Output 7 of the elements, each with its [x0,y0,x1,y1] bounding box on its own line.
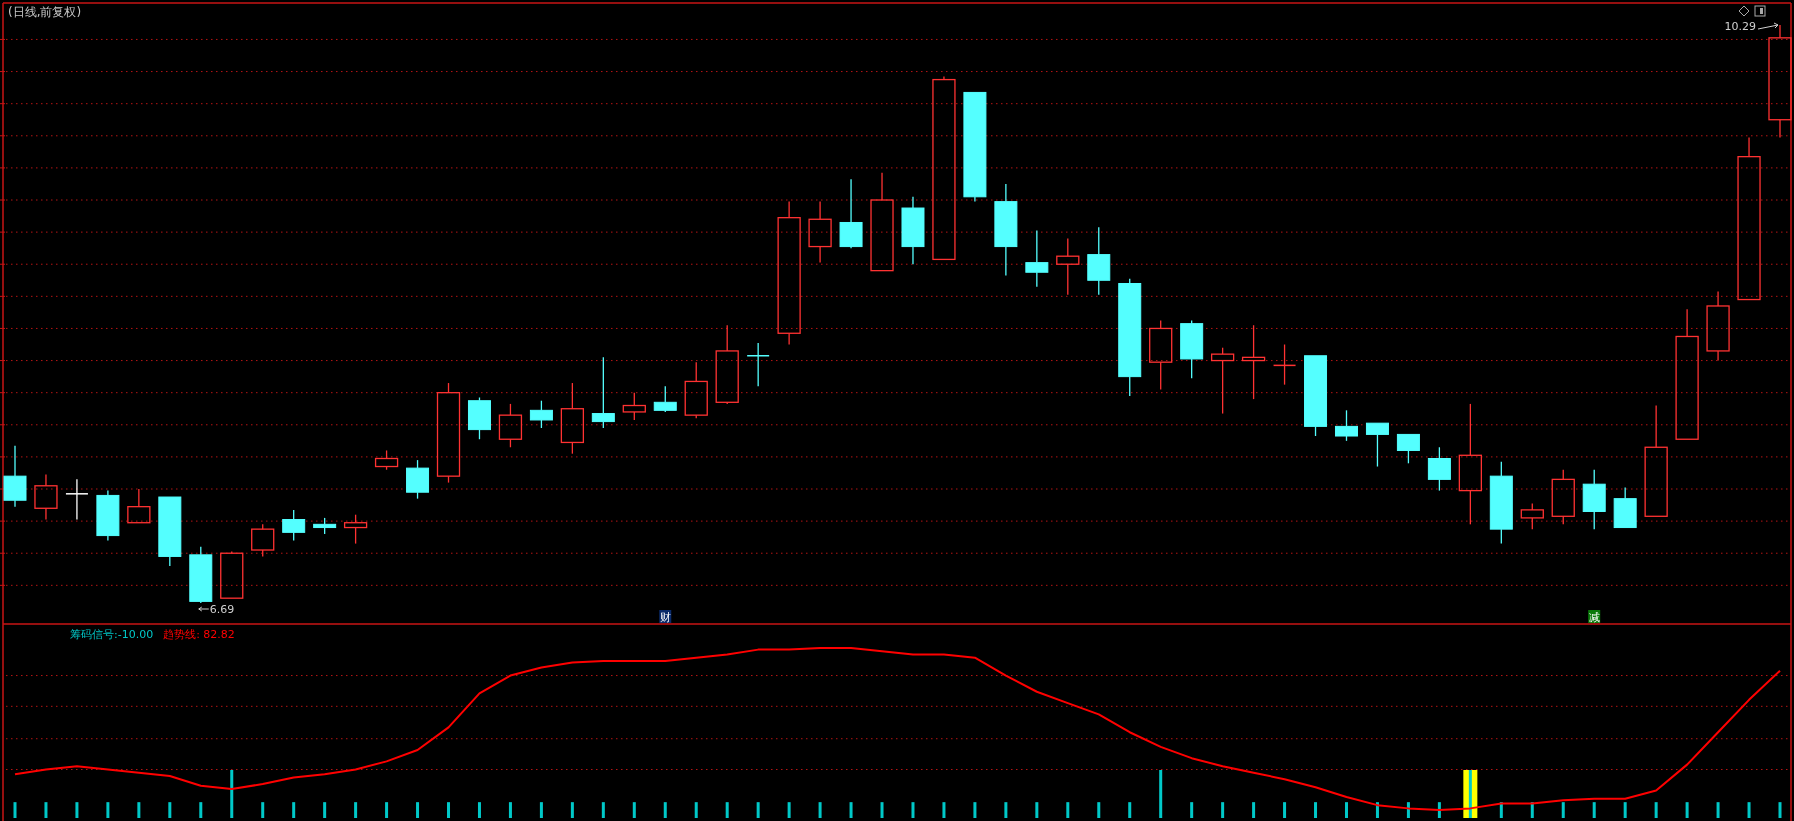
text: 减 [1588,611,1600,624]
annotation: 10.29 [1724,20,1756,33]
chart-title: (日线,前复权) [8,5,82,19]
text: 筹码信号:-10.00 [70,628,154,641]
annotation: 6.69 [209,603,235,616]
text: 趋势线: 82.82 [163,628,235,641]
text: 财 [659,611,671,624]
